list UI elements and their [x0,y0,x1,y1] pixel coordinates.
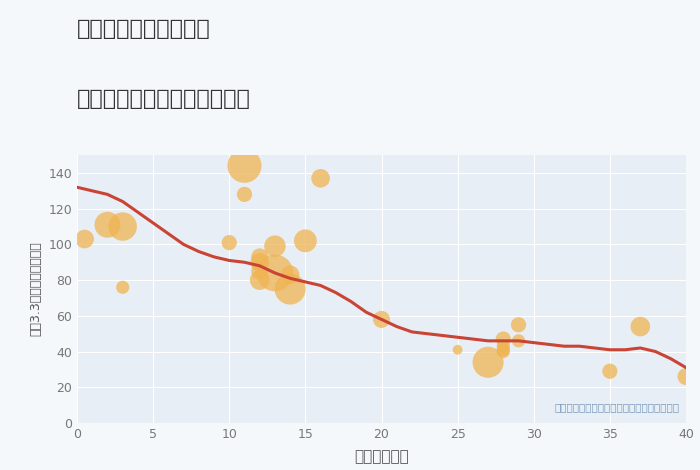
Point [300,237,311,244]
Y-axis label: 坪（3.3㎡）単価（万円）: 坪（3.3㎡）単価（万円） [29,242,43,337]
Point [498,335,509,343]
Text: 奈良県奈良市水間町の: 奈良県奈良市水間町の [77,19,211,39]
Point [254,276,265,284]
Point [513,337,524,345]
Point [254,267,265,275]
Point [498,346,509,353]
Point [239,162,250,170]
Point [498,348,509,355]
Point [376,316,387,323]
Point [635,323,646,330]
Point [452,346,463,353]
Point [254,258,265,266]
Point [498,343,509,350]
Point [79,235,90,243]
Point [224,239,235,246]
Point [117,283,128,291]
Point [284,285,296,293]
Point [482,359,493,366]
X-axis label: 築年数（年）: 築年数（年） [354,449,409,464]
Point [680,373,692,380]
Point [239,191,250,198]
Text: 築年数別中古マンション価格: 築年数別中古マンション価格 [77,89,251,110]
Point [117,223,128,230]
Point [284,271,296,279]
Point [254,253,265,261]
Point [102,221,113,228]
Point [270,269,281,277]
Point [513,321,524,329]
Point [604,368,615,375]
Text: 円の大きさは、取引のあった物件面積を示す: 円の大きさは、取引のあった物件面積を示す [555,402,680,412]
Point [270,243,281,250]
Point [315,174,326,182]
